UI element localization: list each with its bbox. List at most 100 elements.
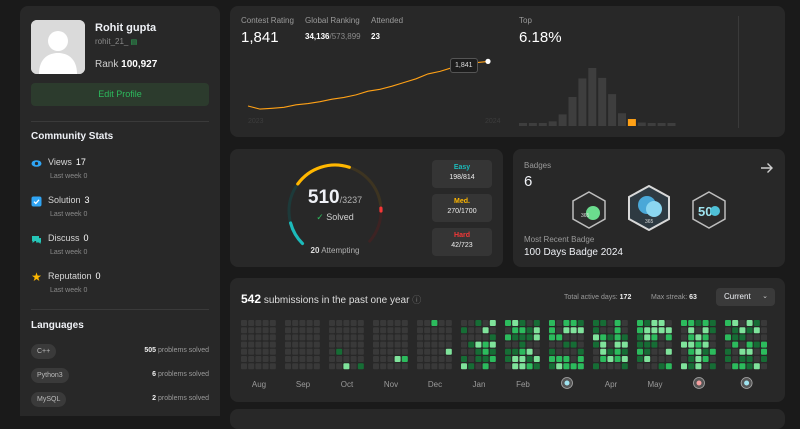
- heatmap-cell[interactable]: [534, 327, 540, 333]
- heatmap-cell[interactable]: [607, 349, 613, 355]
- heatmap-cell[interactable]: [307, 327, 313, 333]
- heatmap-cell[interactable]: [637, 356, 643, 362]
- heatmap-cell[interactable]: [314, 349, 320, 355]
- heatmap-cell[interactable]: [615, 356, 621, 362]
- heatmap-cell[interactable]: [263, 356, 269, 362]
- heatmap-cell[interactable]: [578, 363, 584, 369]
- badge-365-large-icon[interactable]: 365: [627, 185, 671, 231]
- heatmap-cell[interactable]: [505, 349, 511, 355]
- heatmap-cell[interactable]: [666, 327, 672, 333]
- difficulty-easy[interactable]: Easy 198/814: [432, 160, 492, 188]
- heatmap-cell[interactable]: [475, 349, 481, 355]
- heatmap-cell[interactable]: [527, 349, 533, 355]
- heatmap-cell[interactable]: [761, 334, 767, 340]
- heatmap-cell[interactable]: [263, 342, 269, 348]
- heatmap-cell[interactable]: [461, 320, 467, 326]
- heatmap-cell[interactable]: [644, 356, 650, 362]
- heatmap-cell[interactable]: [358, 342, 364, 348]
- heatmap-cell[interactable]: [329, 349, 335, 355]
- heatmap-cell[interactable]: [563, 327, 569, 333]
- heatmap-cell[interactable]: [659, 342, 665, 348]
- heatmap-cell[interactable]: [439, 342, 445, 348]
- heatmap-cell[interactable]: [725, 327, 731, 333]
- heatmap-cell[interactable]: [329, 320, 335, 326]
- heatmap-cell[interactable]: [468, 342, 474, 348]
- heatmap-cell[interactable]: [292, 342, 298, 348]
- heatmap-cell[interactable]: [329, 342, 335, 348]
- heatmap-cell[interactable]: [637, 363, 643, 369]
- heatmap-cell[interactable]: [637, 349, 643, 355]
- heatmap-cell[interactable]: [725, 334, 731, 340]
- heatmap-cell[interactable]: [519, 334, 525, 340]
- heatmap-cell[interactable]: [336, 363, 342, 369]
- heatmap-cell[interactable]: [571, 356, 577, 362]
- heatmap-cell[interactable]: [402, 356, 408, 362]
- heatmap-cell[interactable]: [732, 342, 738, 348]
- heatmap-cell[interactable]: [549, 320, 555, 326]
- heatmap-cell[interactable]: [343, 349, 349, 355]
- heatmap-cell[interactable]: [659, 334, 665, 340]
- heatmap-cell[interactable]: [402, 363, 408, 369]
- heatmap-cell[interactable]: [505, 327, 511, 333]
- heatmap-cell[interactable]: [299, 356, 305, 362]
- heatmap-cell[interactable]: [622, 356, 628, 362]
- heatmap-cell[interactable]: [519, 363, 525, 369]
- heatmap-cell[interactable]: [461, 363, 467, 369]
- heatmap-cell[interactable]: [688, 320, 694, 326]
- heatmap-cell[interactable]: [681, 349, 687, 355]
- heatmap-cell[interactable]: [688, 327, 694, 333]
- copy-icon[interactable]: ▤: [131, 39, 138, 46]
- heatmap-cell[interactable]: [607, 363, 613, 369]
- heatmap-cell[interactable]: [622, 320, 628, 326]
- heatmap-cell[interactable]: [424, 356, 430, 362]
- heatmap-cell[interactable]: [299, 320, 305, 326]
- rating-histogram[interactable]: [519, 56, 679, 128]
- heatmap-cell[interactable]: [417, 349, 423, 355]
- heatmap-cell[interactable]: [703, 349, 709, 355]
- heatmap-cell[interactable]: [343, 334, 349, 340]
- heatmap-cell[interactable]: [255, 363, 261, 369]
- heatmap-cell[interactable]: [351, 334, 357, 340]
- heatmap-cell[interactable]: [314, 356, 320, 362]
- heatmap-cell[interactable]: [483, 327, 489, 333]
- heatmap-cell[interactable]: [270, 320, 276, 326]
- heatmap-cell[interactable]: [483, 342, 489, 348]
- heatmap-cell[interactable]: [395, 327, 401, 333]
- heatmap-cell[interactable]: [248, 349, 254, 355]
- heatmap-cell[interactable]: [622, 349, 628, 355]
- heatmap-cell[interactable]: [644, 327, 650, 333]
- heatmap-cell[interactable]: [468, 320, 474, 326]
- heatmap-cell[interactable]: [307, 349, 313, 355]
- heatmap-cell[interactable]: [703, 363, 709, 369]
- heatmap-cell[interactable]: [754, 356, 760, 362]
- heatmap-cell[interactable]: [622, 334, 628, 340]
- heatmap-cell[interactable]: [336, 349, 342, 355]
- heatmap-cell[interactable]: [461, 349, 467, 355]
- heatmap-cell[interactable]: [431, 356, 437, 362]
- heatmap-cell[interactable]: [373, 320, 379, 326]
- heatmap-cell[interactable]: [637, 327, 643, 333]
- heatmap-cell[interactable]: [563, 363, 569, 369]
- heatmap-cell[interactable]: [637, 334, 643, 340]
- heatmap-cell[interactable]: [255, 334, 261, 340]
- heatmap-cell[interactable]: [563, 342, 569, 348]
- heatmap-cell[interactable]: [439, 356, 445, 362]
- heatmap-cell[interactable]: [424, 327, 430, 333]
- heatmap-cell[interactable]: [380, 327, 386, 333]
- heatmap-cell[interactable]: [593, 320, 599, 326]
- heatmap-cell[interactable]: [292, 356, 298, 362]
- heatmap-cell[interactable]: [263, 363, 269, 369]
- heatmap-cell[interactable]: [475, 363, 481, 369]
- heatmap-cell[interactable]: [255, 356, 261, 362]
- arrow-right-icon[interactable]: [760, 161, 774, 175]
- heatmap-cell[interactable]: [439, 334, 445, 340]
- heatmap-cell[interactable]: [651, 349, 657, 355]
- heatmap-cell[interactable]: [336, 342, 342, 348]
- heatmap-cell[interactable]: [248, 334, 254, 340]
- heatmap-cell[interactable]: [490, 334, 496, 340]
- heatmap-cell[interactable]: [270, 327, 276, 333]
- heatmap-cell[interactable]: [600, 356, 606, 362]
- heatmap-cell[interactable]: [241, 327, 247, 333]
- heatmap-cell[interactable]: [571, 327, 577, 333]
